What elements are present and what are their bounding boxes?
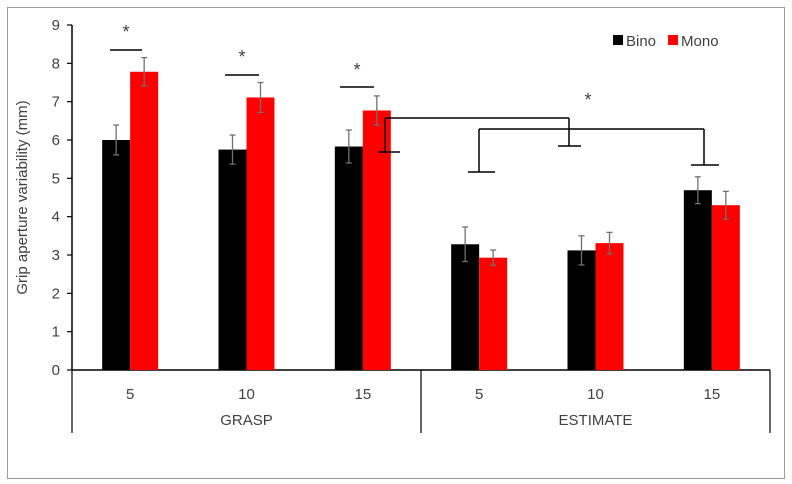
bar-bino <box>683 190 712 370</box>
significance-asterisk: * <box>584 90 591 110</box>
bar-bino <box>451 244 480 370</box>
y-tick-label: 6 <box>52 132 60 149</box>
y-tick-label: 3 <box>52 247 60 264</box>
y-tick-label: 4 <box>52 209 60 226</box>
significance-asterisk: * <box>353 60 360 80</box>
y-tick-label: 1 <box>52 324 60 341</box>
x-tick-label: 15 <box>354 386 371 403</box>
bar-mono <box>130 71 159 371</box>
y-tick-label: 9 <box>52 17 60 34</box>
x-tick-label: 10 <box>587 386 604 403</box>
significance-asterisk: * <box>238 47 245 67</box>
legend-label: Bino <box>626 33 656 50</box>
bar-bino <box>218 149 247 370</box>
x-tick-label: 5 <box>475 386 483 403</box>
bar-mono <box>711 205 740 370</box>
bar-mono <box>246 97 275 370</box>
y-axis-label: Grip aperture variability (mm) <box>14 100 31 294</box>
y-tick-label: 7 <box>52 94 60 111</box>
group-label: ESTIMATE <box>559 412 633 429</box>
figure-frame <box>7 7 785 479</box>
x-tick-label: 5 <box>126 386 134 403</box>
group-label: GRASP <box>220 412 273 429</box>
bar-bino <box>567 250 596 370</box>
legend-label: Mono <box>681 33 719 50</box>
significance-asterisk: * <box>122 22 129 42</box>
bar-bino <box>102 140 131 370</box>
x-tick-label: 15 <box>703 386 720 403</box>
bar-mono <box>479 257 508 370</box>
legend-swatch-mono <box>668 35 679 45</box>
y-tick-label: 2 <box>52 285 60 302</box>
y-tick-label: 5 <box>52 170 60 187</box>
legend-swatch-bino <box>613 35 623 45</box>
bar-mono <box>595 243 624 370</box>
x-tick-label: 10 <box>238 386 255 403</box>
y-tick-label: 8 <box>52 55 60 72</box>
bar-mono <box>362 110 391 370</box>
y-tick-label: 0 <box>52 362 60 379</box>
bar-bino <box>334 146 363 370</box>
